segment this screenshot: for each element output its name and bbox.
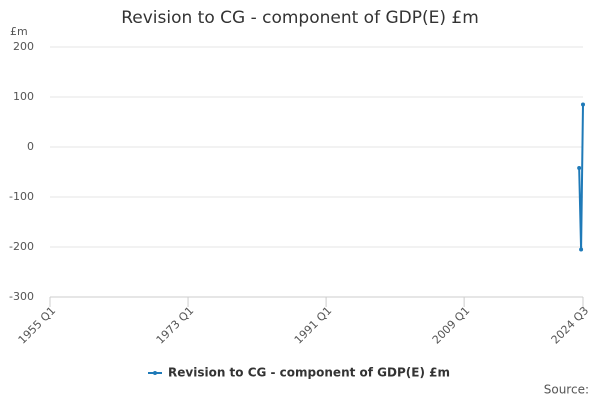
x-tick-label: 2009 Q1 bbox=[430, 304, 473, 347]
x-tick-label: 1973 Q1 bbox=[154, 304, 197, 347]
point bbox=[577, 166, 582, 170]
point bbox=[581, 102, 585, 107]
y-tick-label: -200 bbox=[9, 240, 34, 253]
x-tick-label: 2024 Q3 bbox=[549, 304, 592, 347]
y-tick-label: -300 bbox=[9, 290, 34, 303]
chart-title: Revision to CG - component of GDP(E) £m bbox=[121, 8, 479, 28]
series-line bbox=[578, 104, 584, 250]
y-tick-label: 100 bbox=[13, 90, 34, 103]
source: Source: bbox=[544, 383, 589, 397]
legend-marker bbox=[153, 371, 157, 375]
x-tick-label: 1955 Q1 bbox=[16, 304, 59, 347]
y-tick-label: -100 bbox=[9, 190, 34, 203]
y-tick-label: 0 bbox=[27, 140, 34, 153]
y-axis-label: £m bbox=[10, 25, 28, 38]
legend-label: Revision to CG - component of GDP(E) £m bbox=[168, 366, 450, 380]
y-tick-label: 200 bbox=[13, 40, 34, 53]
x-tick-label: 1991 Q1 bbox=[292, 304, 335, 347]
point bbox=[579, 247, 584, 252]
